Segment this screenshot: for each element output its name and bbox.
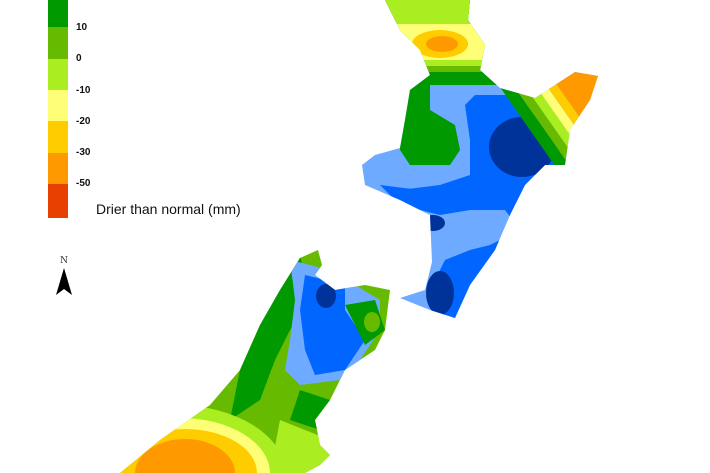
legend-label: -20: [76, 116, 91, 127]
legend-swatch: [48, 121, 68, 153]
legend-title: Drier than normal (mm): [96, 201, 241, 217]
legend-label: 10: [76, 22, 88, 33]
legend-label: -50: [76, 178, 91, 189]
legend-label: -30: [76, 147, 91, 158]
legend-swatch: [48, 153, 68, 184]
south-island: [120, 250, 390, 473]
legend-label: -10: [76, 85, 91, 96]
north-arrow-icon: [56, 268, 72, 295]
north-label: N: [60, 256, 68, 266]
legend-swatch: [48, 0, 68, 27]
north-arrow: N: [54, 256, 74, 301]
legend-swatch: [48, 59, 68, 90]
legend-label: 0: [76, 53, 82, 64]
legend-swatch: [48, 27, 68, 59]
legend-swatch: [48, 184, 68, 218]
north-island: [362, 0, 598, 318]
legend-swatch: [48, 90, 68, 121]
